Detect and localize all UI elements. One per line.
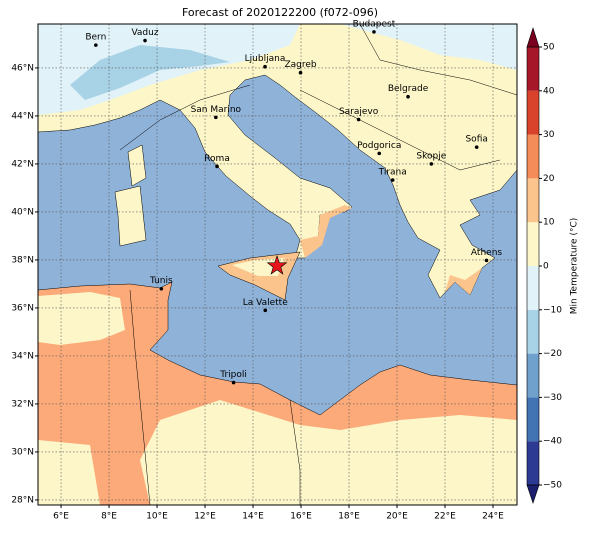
basemap <box>38 24 517 505</box>
city-label: Sarajevo <box>339 107 379 117</box>
title: Forecast of 2020122200 (f072-096) <box>182 6 378 19</box>
city-dot <box>159 286 164 291</box>
colorbar: −50 −40 −30 −20 −10 0 10 20 30 40 50 <box>526 27 562 504</box>
city-dot <box>143 38 147 43</box>
x-tick-label: 22°E <box>434 512 456 522</box>
y-tick-label: 42°N <box>11 159 34 169</box>
city-label: Tunis <box>149 276 173 286</box>
city-dot <box>484 258 489 263</box>
x-tick-label: 24°E <box>482 512 504 522</box>
y-tick-label: 46°N <box>11 63 34 73</box>
greece-warm <box>445 268 482 295</box>
city-label: Zagreb <box>284 60 316 70</box>
colorbar-tick-label: −20 <box>543 349 562 359</box>
x-tick-label: 8°E <box>101 512 117 522</box>
city-label: Athens <box>471 248 502 258</box>
colorbar-band <box>527 266 539 310</box>
city-dot <box>390 178 395 182</box>
city-label: Sofia <box>465 135 487 145</box>
city-label: Skopje <box>416 151 446 161</box>
y-tick-label: 38°N <box>11 255 34 265</box>
corsica <box>127 144 147 187</box>
city-label: Belgrade <box>388 84 429 94</box>
colorbar-band <box>527 353 539 398</box>
star-marker <box>266 254 288 275</box>
city-dot <box>94 43 98 47</box>
x-tick-label: 16°E <box>290 512 312 522</box>
colorbar-tick-label: 40 <box>543 86 555 96</box>
colorbar-tick-label: −30 <box>543 393 562 403</box>
x-tick-label: 10°E <box>146 512 168 522</box>
y-tick-label: 32°N <box>11 399 34 409</box>
colorbar-tick-label: −50 <box>543 481 562 491</box>
city-label: Roma <box>204 154 230 164</box>
colorbar-tick-label: −40 <box>543 437 562 447</box>
map-frame <box>37 23 518 506</box>
city-label: Vaduz <box>131 28 158 38</box>
x-tick-label: 20°E <box>386 512 408 522</box>
balkan-cold <box>340 24 517 70</box>
x-tick-label: 14°E <box>242 512 264 522</box>
city-label: Tripoli <box>219 370 247 380</box>
y-tick-label: 36°N <box>11 303 34 313</box>
city-dot <box>298 70 303 75</box>
colorbar-extend-low <box>526 484 540 504</box>
city-dot <box>214 115 218 120</box>
grid: 6°E 8°E 10°E 12°E 14°E 16°E 18°E 20°E 22°E 24°E 28… <box>11 24 517 522</box>
y-tick-label: 40°N <box>11 207 34 217</box>
colorbar-band <box>527 47 539 91</box>
city-dot <box>263 308 268 313</box>
colorbar-tick-label: 10 <box>543 218 555 228</box>
europe-land <box>38 24 517 299</box>
city-label: Bern <box>85 33 106 43</box>
colorbar-tick-label: 20 <box>543 174 555 184</box>
colorbar-band <box>527 178 539 223</box>
y-tick-label: 30°N <box>11 447 34 457</box>
colorbar-tick-label: 50 <box>543 43 555 53</box>
city-label: Tirana <box>378 168 407 178</box>
city-dot <box>406 94 410 99</box>
x-tick-label: 6°E <box>53 512 69 522</box>
city-label: Budapest <box>353 19 396 29</box>
city-label: Ljubljana <box>245 54 286 64</box>
colorbar-band <box>527 222 539 266</box>
city-dot <box>215 164 219 169</box>
city-dot <box>429 162 434 166</box>
x-tick-label: 18°E <box>338 512 360 522</box>
city-dot <box>474 145 479 149</box>
colorbar-tick-label: −10 <box>543 305 562 315</box>
city-label: La Valette <box>243 298 288 308</box>
colorbar-tick-label: 0 <box>543 262 549 272</box>
borders <box>119 24 517 505</box>
italy-warm <box>300 205 352 258</box>
city-dot <box>377 151 382 156</box>
y-tick-label: 34°N <box>11 351 34 361</box>
colorbar-extend-high <box>526 27 540 48</box>
city-label: Podgorica <box>357 141 401 151</box>
alps-colder <box>70 45 230 100</box>
colorbar-band <box>527 134 539 179</box>
y-tick-label: 28°N <box>11 495 34 505</box>
city-dot <box>263 64 267 69</box>
sardinia <box>114 185 147 247</box>
x-tick-label: 12°E <box>194 512 216 522</box>
city-dot <box>231 380 236 385</box>
colorbar-tick-label: 30 <box>543 130 555 140</box>
colorbar-band <box>527 90 539 135</box>
colorbar-label: Min Temperature (°C) <box>570 218 580 315</box>
city-dot <box>372 30 376 34</box>
city-dot <box>356 117 361 122</box>
colorbar-band <box>527 441 539 485</box>
city-label: San Marino <box>191 105 242 115</box>
y-tick-label: 44°N <box>11 111 34 121</box>
colorbar-band <box>527 309 539 354</box>
colorbar-band <box>527 397 539 442</box>
